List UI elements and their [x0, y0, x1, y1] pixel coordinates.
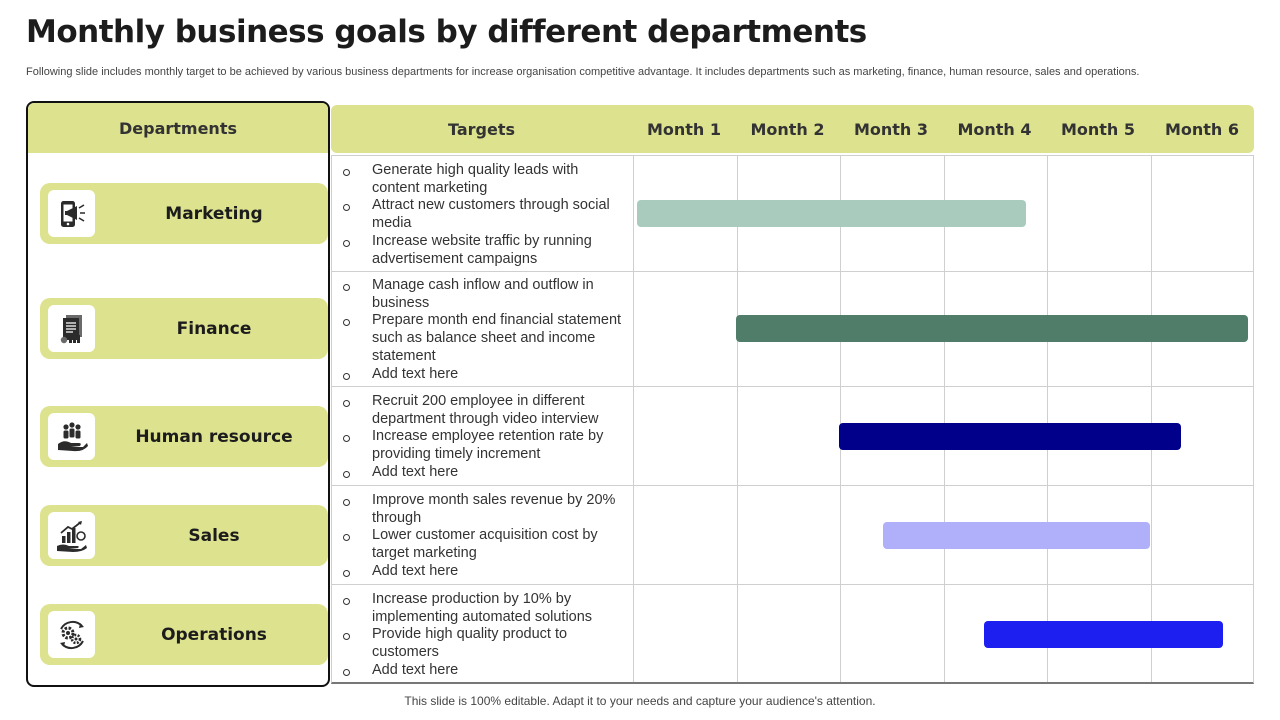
- targets-list-marketing: Generate high quality leads with content…: [343, 162, 628, 268]
- month-header: Month 5: [1060, 119, 1136, 139]
- dept-operations[interactable]: Operations: [40, 604, 328, 665]
- grid-line: [633, 156, 634, 682]
- megaphone-phone-icon: [48, 190, 95, 237]
- footer-note: This slide is 100% editable. Adapt it to…: [404, 694, 876, 708]
- target-item: Add text here: [343, 563, 628, 581]
- people-hand-icon: [48, 413, 95, 460]
- target-item: Increase employee retention rate by prov…: [343, 428, 628, 463]
- target-item: Lower customer acquisition cost by targe…: [343, 527, 628, 562]
- target-item: Provide high quality product to customer…: [343, 626, 628, 661]
- dept-sales[interactable]: Sales: [40, 505, 328, 566]
- growth-chart-hand-icon: [48, 512, 95, 559]
- target-item: Increase website traffic by running adve…: [343, 233, 628, 268]
- dept-marketing[interactable]: Marketing: [40, 183, 328, 244]
- target-item: Add text here: [343, 662, 628, 680]
- target-item: Recruit 200 employee in different depart…: [343, 393, 628, 428]
- dept-finance[interactable]: Finance: [40, 298, 328, 359]
- grid-line: [944, 156, 945, 682]
- month-header: Month 6: [1164, 119, 1240, 139]
- month-header: Month 3: [853, 119, 929, 139]
- target-item: Attract new customers through social med…: [343, 197, 628, 232]
- gears-cycle-icon: [48, 611, 95, 658]
- grid-line: [332, 386, 1253, 387]
- dept-name: Operations: [161, 624, 267, 645]
- target-item: Prepare month end financial statement su…: [343, 312, 628, 365]
- grid-line: [332, 485, 1253, 486]
- timeline-bar-human-resource[interactable]: [839, 423, 1182, 450]
- page-subtitle: Following slide includes monthly target …: [26, 66, 1140, 78]
- targets-header: Targets: [447, 119, 515, 139]
- month-header: Month 1: [646, 119, 722, 139]
- timeline-bar-sales[interactable]: [882, 522, 1150, 549]
- target-item: Generate high quality leads with content…: [343, 162, 628, 197]
- target-item: Increase production by 10% by implementi…: [343, 591, 628, 626]
- target-item: Improve month sales revenue by 20% throu…: [343, 492, 628, 527]
- dept-human-resource[interactable]: Human resource: [40, 406, 328, 467]
- target-item: Manage cash inflow and outflow in busine…: [343, 277, 628, 312]
- dept-name: Marketing: [165, 203, 263, 224]
- dept-name: Finance: [176, 318, 252, 339]
- month-header: Month 2: [750, 119, 825, 139]
- timeline-bar-marketing[interactable]: [637, 200, 1026, 227]
- financial-document-icon: [48, 305, 95, 352]
- targets-list-finance: Manage cash inflow and outflow in busine…: [343, 277, 628, 383]
- grid-line: [737, 156, 738, 682]
- grid-line: [332, 584, 1253, 585]
- gantt-header: Targets Month 1 Month 2 Month 3 Month 4 …: [331, 105, 1254, 153]
- departments-panel: Departments Marketing: [26, 101, 330, 687]
- departments-header: Departments: [28, 103, 328, 153]
- target-item: Add text here: [343, 464, 628, 482]
- targets-list-human-resource: Recruit 200 employee in different depart…: [343, 393, 628, 482]
- dept-name: Sales: [188, 525, 240, 546]
- grid-line: [840, 156, 841, 682]
- page-title: Monthly business goals by different depa…: [26, 14, 867, 50]
- targets-list-sales: Improve month sales revenue by 20% throu…: [343, 492, 628, 581]
- month-header: Month 4: [957, 119, 1032, 139]
- grid-line: [1047, 156, 1048, 682]
- target-item: Add text here: [343, 366, 628, 384]
- timeline-bar-operations[interactable]: [984, 621, 1223, 648]
- gantt-grid: [331, 155, 1254, 684]
- grid-line: [1151, 156, 1152, 682]
- grid-line: [332, 271, 1253, 272]
- timeline-bar-finance[interactable]: [735, 315, 1249, 342]
- dept-name: Human resource: [135, 426, 293, 447]
- targets-list-operations: Increase production by 10% by implementi…: [343, 591, 628, 680]
